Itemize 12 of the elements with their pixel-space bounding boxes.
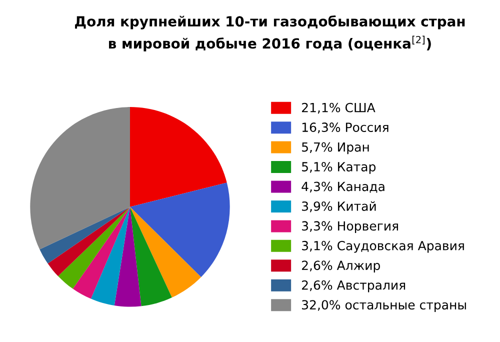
legend-label: 2,6% Алжир (302, 260, 380, 273)
legend-label: 3,1% Саудовская Аравия (302, 240, 464, 253)
legend-label: 3,3% Норвегия (302, 221, 398, 234)
chart-title: Доля крупнейших 10-ти газодобывающих стран в мировой добыче 2016 года (оценка$^{[2]}$) (75, 15, 465, 52)
legend-label: 5,7% Иран (302, 142, 369, 154)
legend-label: 16,3% Россия (302, 122, 388, 134)
legend-label: 32,0% остальные страны (302, 300, 466, 312)
legend-label: 2,6% Австралия (302, 280, 406, 292)
legend-label: 4,3% Канада (302, 182, 384, 193)
legend-label: 5,1% Катар (302, 162, 376, 174)
legend-label: 3,9% Китай (302, 201, 376, 212)
legend-label: 21,1% США (302, 102, 376, 114)
